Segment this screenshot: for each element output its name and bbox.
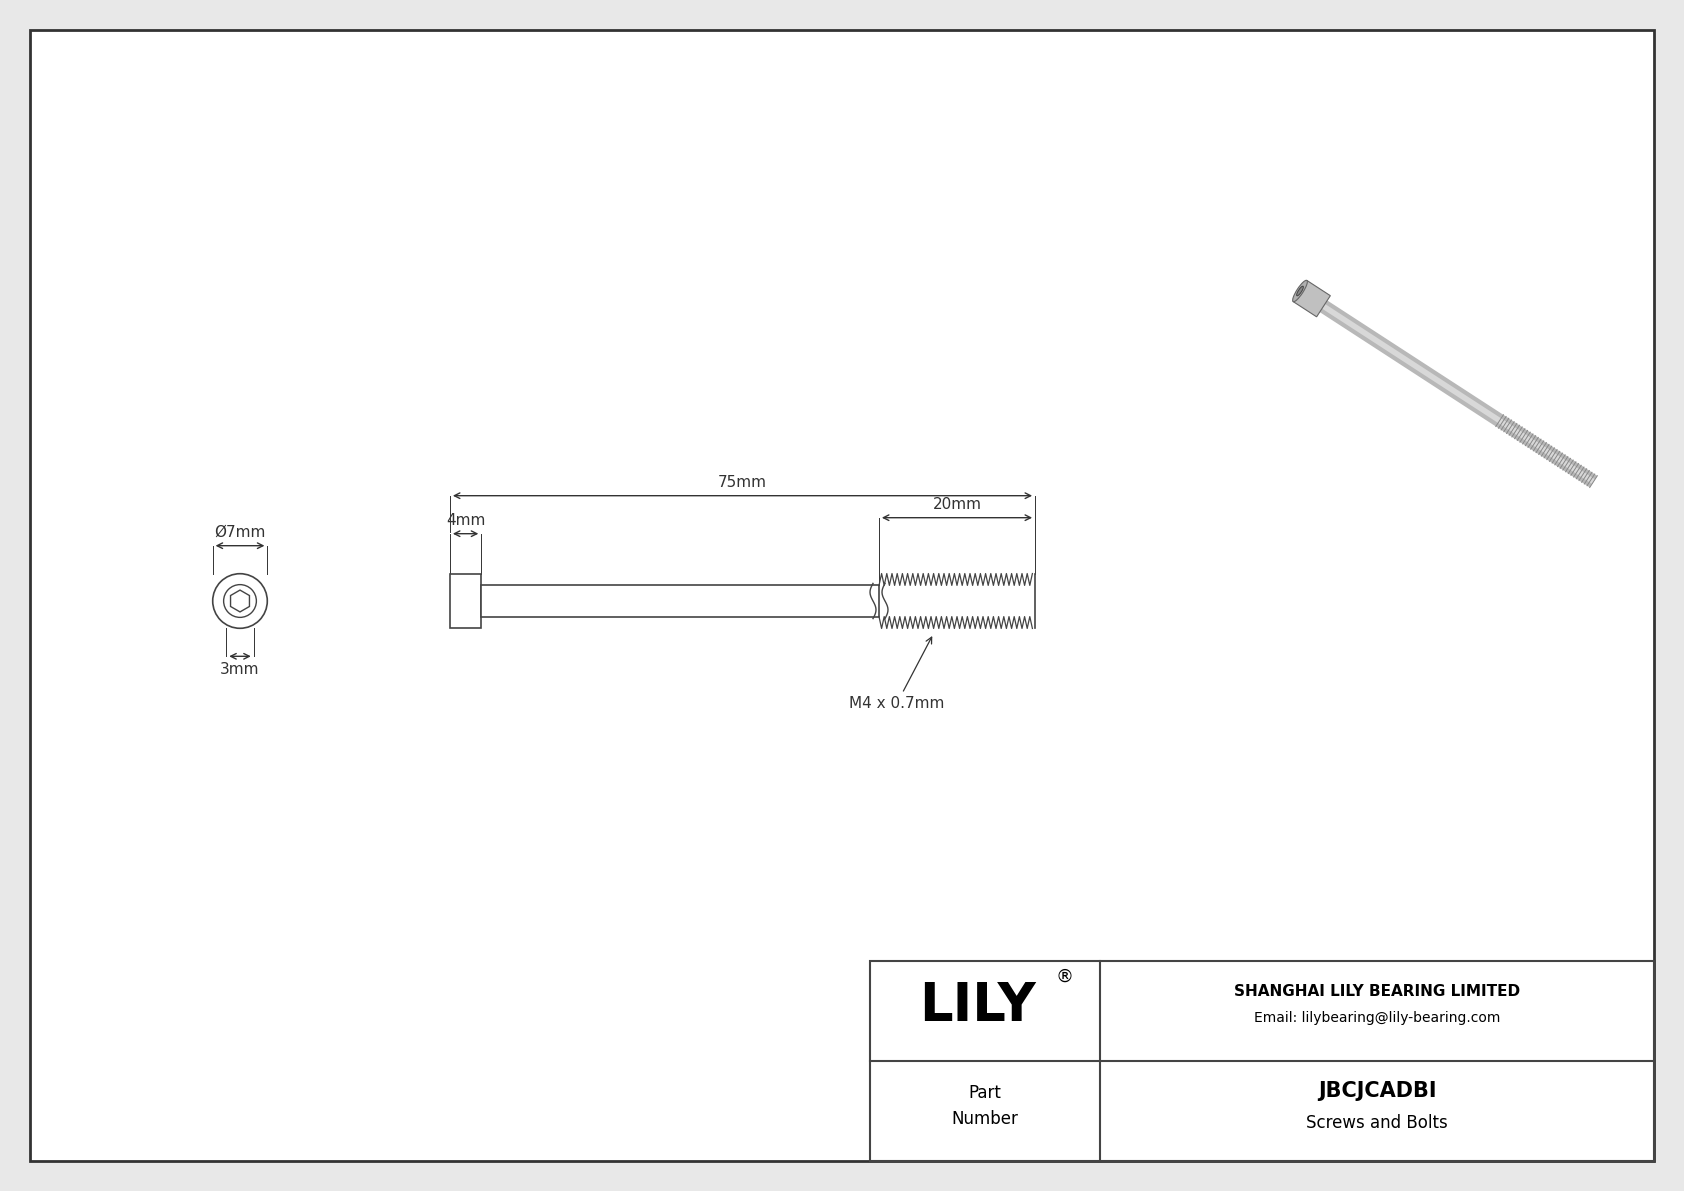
Text: 75mm: 75mm <box>717 475 766 490</box>
Text: LILY: LILY <box>919 980 1036 1031</box>
Polygon shape <box>1293 280 1330 317</box>
Text: JBCJCADBI: JBCJCADBI <box>1319 1081 1436 1100</box>
Circle shape <box>224 585 256 617</box>
Text: ®: ® <box>1054 968 1073 986</box>
Text: 4mm: 4mm <box>446 512 485 528</box>
Text: Ø7mm: Ø7mm <box>214 525 266 540</box>
Bar <box>482 586 879 617</box>
Ellipse shape <box>1293 280 1307 301</box>
Polygon shape <box>231 590 249 612</box>
Circle shape <box>212 574 268 629</box>
Bar <box>871 961 1654 1161</box>
Text: 3mm: 3mm <box>221 662 259 678</box>
Text: SHANGHAI LILY BEARING LIMITED: SHANGHAI LILY BEARING LIMITED <box>1234 984 1521 998</box>
Text: Screws and Bolts: Screws and Bolts <box>1307 1114 1448 1131</box>
Bar <box>879 574 1036 629</box>
Text: Email: lilybearing@lily-bearing.com: Email: lilybearing@lily-bearing.com <box>1255 1011 1500 1025</box>
Bar <box>450 574 482 629</box>
Text: Part
Number: Part Number <box>951 1085 1019 1128</box>
Text: M4 x 0.7mm: M4 x 0.7mm <box>849 637 945 711</box>
Ellipse shape <box>1297 286 1303 295</box>
Text: 20mm: 20mm <box>933 497 982 512</box>
